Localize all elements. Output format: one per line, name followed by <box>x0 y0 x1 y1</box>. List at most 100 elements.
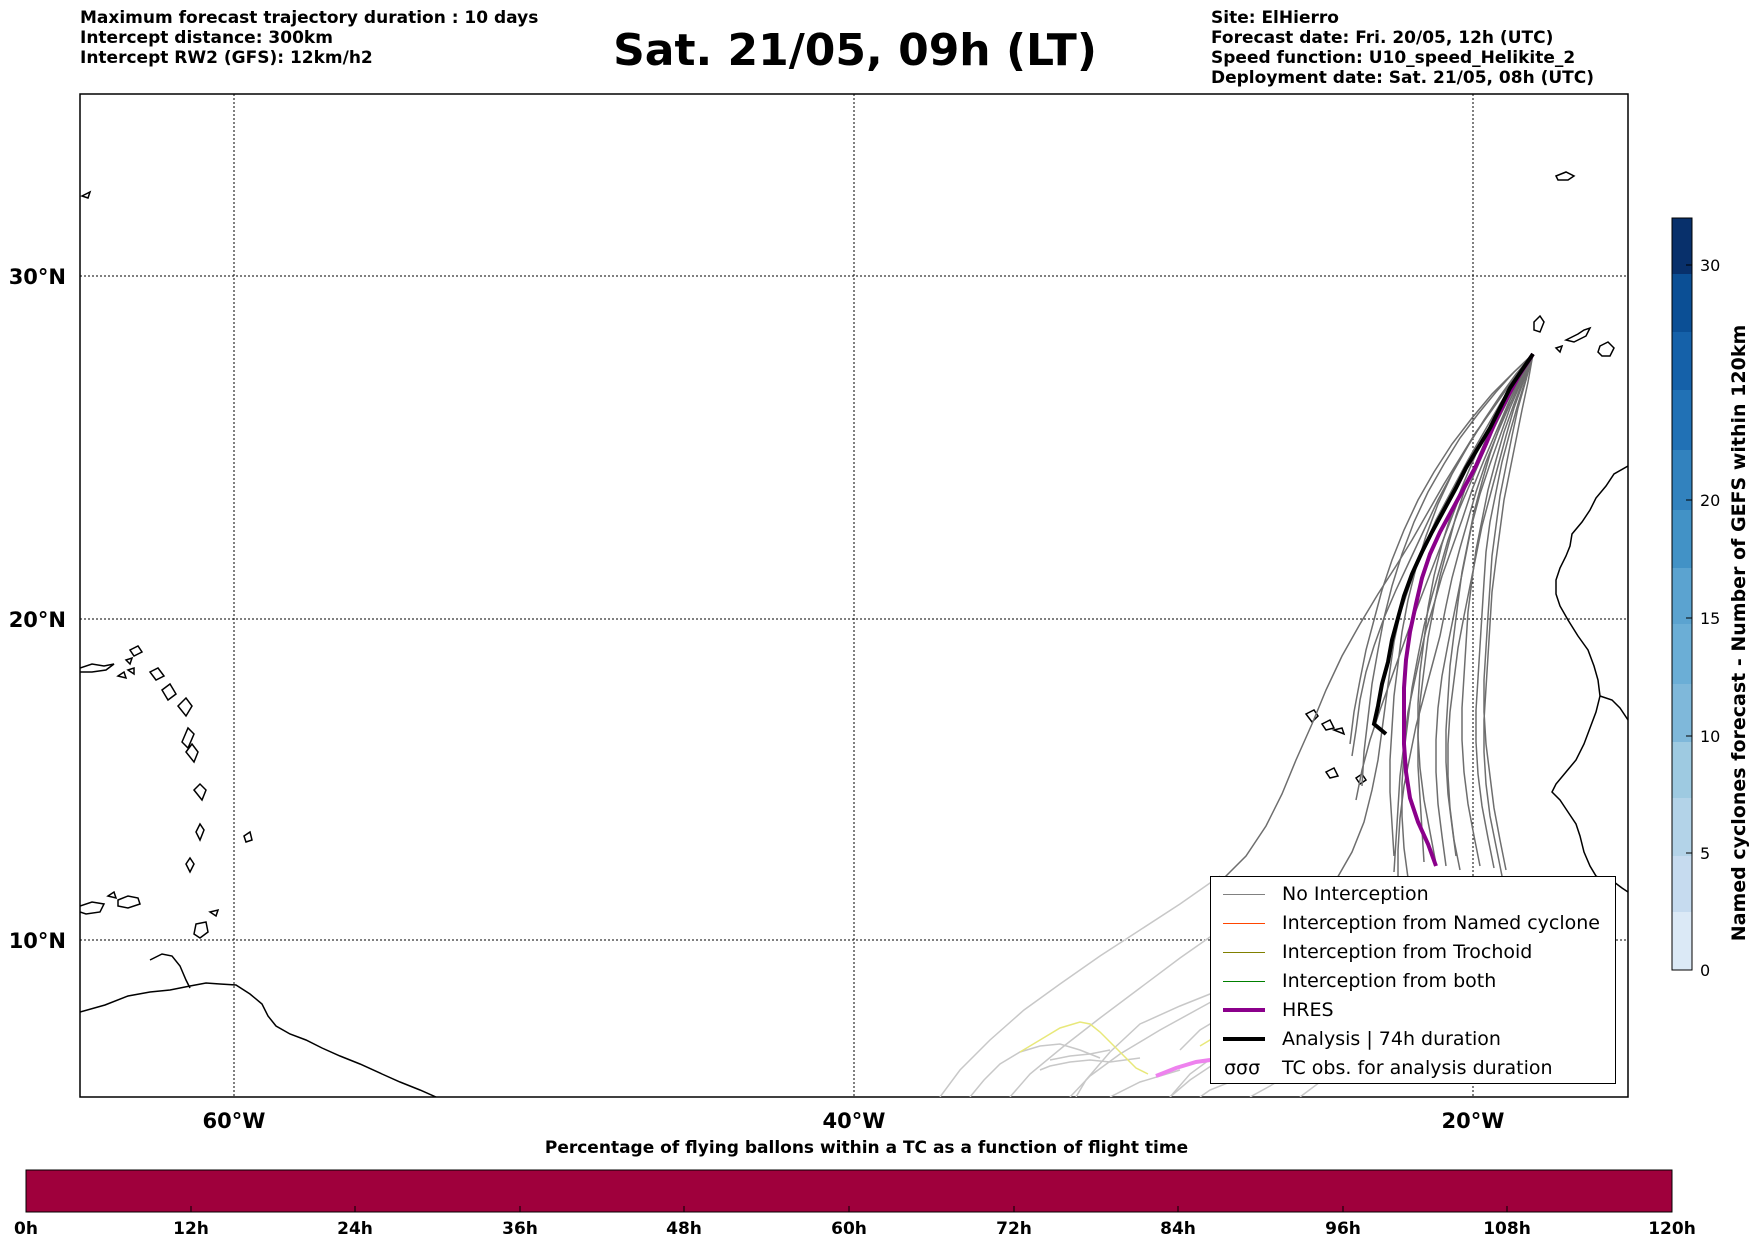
time-tick-label: 96h <box>1325 1219 1361 1239</box>
coastline-lesser-ant2 <box>106 890 141 909</box>
colorbar-tick-label: 0 <box>1700 961 1710 980</box>
legend-line-analysis <box>1223 1037 1265 1041</box>
colorbar: 0 5 10 15 20 30 Named cyclones forecast … <box>1671 217 1750 980</box>
coastline-antilles <box>116 645 207 874</box>
time-bar: 0h 12h 24h 36h 48h 60h 72h 84h 96h 108h … <box>14 1169 1696 1239</box>
colorbar-title: Named cyclones forecast - Number of GEFS… <box>1728 325 1750 942</box>
coastline-capeverde <box>1304 709 1368 786</box>
colorbar-segment <box>1672 274 1692 332</box>
coastline-bonaire <box>80 901 106 915</box>
header-right-line: Speed function: U10_speed_Helikite_2 <box>1211 48 1576 68</box>
coastline-puerto-rico <box>80 663 115 673</box>
coastline-carib-small <box>243 830 253 843</box>
header-left-line: Intercept RW2 (GFS): 12km/h2 <box>80 48 373 68</box>
coastline-africa-sen <box>1599 695 1628 721</box>
trajectory <box>1483 353 1534 877</box>
colorbar-frame <box>1671 217 1693 971</box>
trajectory-faded <box>1049 1049 1111 1061</box>
coastline-paria <box>149 953 191 989</box>
time-tick-label: 48h <box>666 1219 702 1239</box>
time-bar-fill <box>25 1169 1673 1213</box>
coastline-virgin <box>124 656 135 676</box>
time-tick-label: 0h <box>14 1219 38 1239</box>
trajectory <box>1461 353 1534 867</box>
colorbar-segment <box>1672 742 1692 798</box>
trajectory <box>1447 353 1534 871</box>
header-left: Maximum forecast trajectory duration : 1… <box>80 8 538 68</box>
page-title: Sat. 21/05, 09h (LT) <box>613 25 1097 76</box>
time-tick-label: 12h <box>173 1219 209 1239</box>
colorbar-segment <box>1672 218 1692 274</box>
lat-tick-label: 10°N <box>9 929 66 953</box>
trajectory-analysis <box>1371 352 1535 736</box>
colorbar-tick-label: 30 <box>1700 256 1720 275</box>
header-right-line: Site: ElHierro <box>1211 8 1339 28</box>
trajectory <box>1389 353 1534 857</box>
legend-label: No Interception <box>1282 883 1429 905</box>
lon-tick-label: 40°W <box>823 1109 886 1133</box>
legend-label: Analysis | 74h duration <box>1282 1028 1501 1050</box>
tc-obs-icon: σσσ <box>1224 1057 1261 1079</box>
colorbar-segment <box>1672 624 1692 684</box>
colorbar-tick-label: 20 <box>1700 491 1720 510</box>
legend-line-trochoid <box>1223 952 1265 953</box>
time-tick-label: 72h <box>996 1219 1032 1239</box>
legend-line-named-cyclone <box>1223 923 1265 924</box>
colorbar-segment <box>1672 450 1692 510</box>
coastline-south-america <box>80 982 437 1097</box>
time-bar-title: Percentage of flying ballons within a TC… <box>544 1138 1189 1158</box>
legend-label: Interception from Named cyclone <box>1282 912 1600 934</box>
trajectory <box>1435 353 1534 867</box>
time-bar-ticks <box>25 1170 1673 1212</box>
trajectory-faded <box>939 875 1221 1097</box>
time-tick-label: 60h <box>831 1219 867 1239</box>
header-right-line: Forecast date: Fri. 20/05, 12h (UTC) <box>1211 28 1554 48</box>
colorbar-segment <box>1672 684 1692 742</box>
colorbar-segment <box>1672 856 1692 912</box>
colorbar-segment <box>1672 912 1692 970</box>
trajectory-faded <box>1109 1069 1181 1097</box>
legend-line-both <box>1223 981 1265 982</box>
legend-item: Interception from Named cyclone <box>1219 910 1614 936</box>
no-interception-trajectories <box>1221 353 1534 901</box>
coastlines <box>80 171 1628 1097</box>
time-tick-label: 120h <box>1648 1219 1696 1239</box>
coastline-canaries <box>1533 314 1615 357</box>
trajectory <box>1475 353 1534 869</box>
trajectory-faded <box>969 1043 1101 1097</box>
trajectory <box>1445 353 1534 857</box>
time-tick-label: 84h <box>1160 1219 1196 1239</box>
trajectory-yellow <box>1019 1021 1149 1075</box>
trajectory-hres <box>1402 352 1535 867</box>
coastline-tobago <box>208 908 220 918</box>
colorbar-ticks <box>1686 264 1692 971</box>
legend-item: Interception from both <box>1219 968 1614 994</box>
header-left-line: Maximum forecast trajectory duration : 1… <box>80 8 539 28</box>
legend: No Interception Interception from Named … <box>1210 876 1616 1084</box>
legend-line-no-interception <box>1223 894 1265 895</box>
trajectory-faded <box>1075 989 1221 1097</box>
trajectory <box>1483 353 1534 871</box>
legend-label: Interception from both <box>1282 970 1497 992</box>
trajectory <box>1349 353 1534 745</box>
colorbar-segment <box>1672 510 1692 568</box>
legend-item: HRES <box>1219 997 1614 1023</box>
lat-axis-labels: 30°N 20°N 10°N <box>9 265 66 953</box>
header-left-line: Intercept distance: 300km <box>80 28 333 48</box>
lon-tick-label: 60°W <box>203 1109 266 1133</box>
legend-label: Interception from Trochoid <box>1282 941 1533 963</box>
colorbar-tick-label: 5 <box>1700 844 1710 863</box>
colorbar-tick-label: 10 <box>1700 727 1720 746</box>
legend-label: TC obs. for analysis duration <box>1282 1057 1553 1079</box>
time-tick-label: 108h <box>1483 1219 1531 1239</box>
time-tick-label: 36h <box>502 1219 538 1239</box>
legend-item: Interception from Trochoid <box>1219 939 1614 965</box>
time-tick-label: 24h <box>337 1219 373 1239</box>
coastline-azores-w <box>80 190 92 199</box>
legend-item: Analysis | 74h duration <box>1219 1026 1614 1052</box>
colorbar-segment <box>1672 332 1692 390</box>
trajectory-faded <box>1039 1057 1141 1071</box>
colorbar-segment <box>1672 798 1692 856</box>
legend-line-hres <box>1223 1008 1265 1012</box>
lat-tick-label: 20°N <box>9 608 66 632</box>
